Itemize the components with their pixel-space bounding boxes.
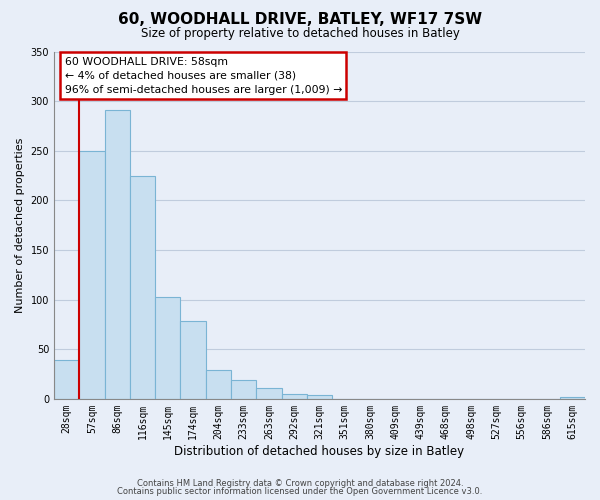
Text: Size of property relative to detached houses in Batley: Size of property relative to detached ho… bbox=[140, 28, 460, 40]
Bar bbox=[54, 360, 79, 399]
Bar bbox=[130, 176, 155, 399]
Bar bbox=[256, 388, 281, 399]
Bar bbox=[281, 394, 307, 399]
Text: Contains HM Land Registry data © Crown copyright and database right 2024.: Contains HM Land Registry data © Crown c… bbox=[137, 478, 463, 488]
Bar bbox=[79, 150, 104, 399]
Text: Contains public sector information licensed under the Open Government Licence v3: Contains public sector information licen… bbox=[118, 487, 482, 496]
Bar bbox=[104, 110, 130, 399]
Bar bbox=[206, 370, 231, 399]
Bar bbox=[231, 380, 256, 399]
Bar bbox=[560, 397, 585, 399]
X-axis label: Distribution of detached houses by size in Batley: Distribution of detached houses by size … bbox=[175, 444, 464, 458]
Bar bbox=[155, 296, 181, 399]
Bar bbox=[181, 322, 206, 399]
Bar bbox=[307, 395, 332, 399]
Y-axis label: Number of detached properties: Number of detached properties bbox=[15, 138, 25, 313]
Text: 60, WOODHALL DRIVE, BATLEY, WF17 7SW: 60, WOODHALL DRIVE, BATLEY, WF17 7SW bbox=[118, 12, 482, 28]
Text: 60 WOODHALL DRIVE: 58sqm
← 4% of detached houses are smaller (38)
96% of semi-de: 60 WOODHALL DRIVE: 58sqm ← 4% of detache… bbox=[65, 56, 342, 94]
